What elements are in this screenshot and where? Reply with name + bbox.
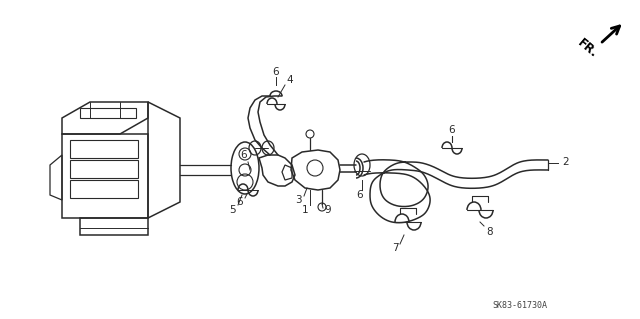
Text: 6: 6	[237, 197, 243, 207]
Text: 6: 6	[356, 190, 364, 200]
Text: 4: 4	[287, 75, 293, 85]
Text: 6: 6	[273, 67, 279, 77]
Text: 8: 8	[486, 227, 493, 237]
Text: 7: 7	[392, 243, 398, 253]
Text: 2: 2	[562, 157, 568, 167]
Text: 9: 9	[324, 205, 332, 215]
Text: SK83-61730A: SK83-61730A	[493, 300, 547, 309]
Text: 6: 6	[241, 150, 247, 160]
Text: 5: 5	[228, 205, 236, 215]
Text: FR.: FR.	[575, 36, 600, 60]
Text: 1: 1	[301, 205, 308, 215]
Text: 6: 6	[449, 125, 455, 135]
Text: 3: 3	[294, 195, 301, 205]
